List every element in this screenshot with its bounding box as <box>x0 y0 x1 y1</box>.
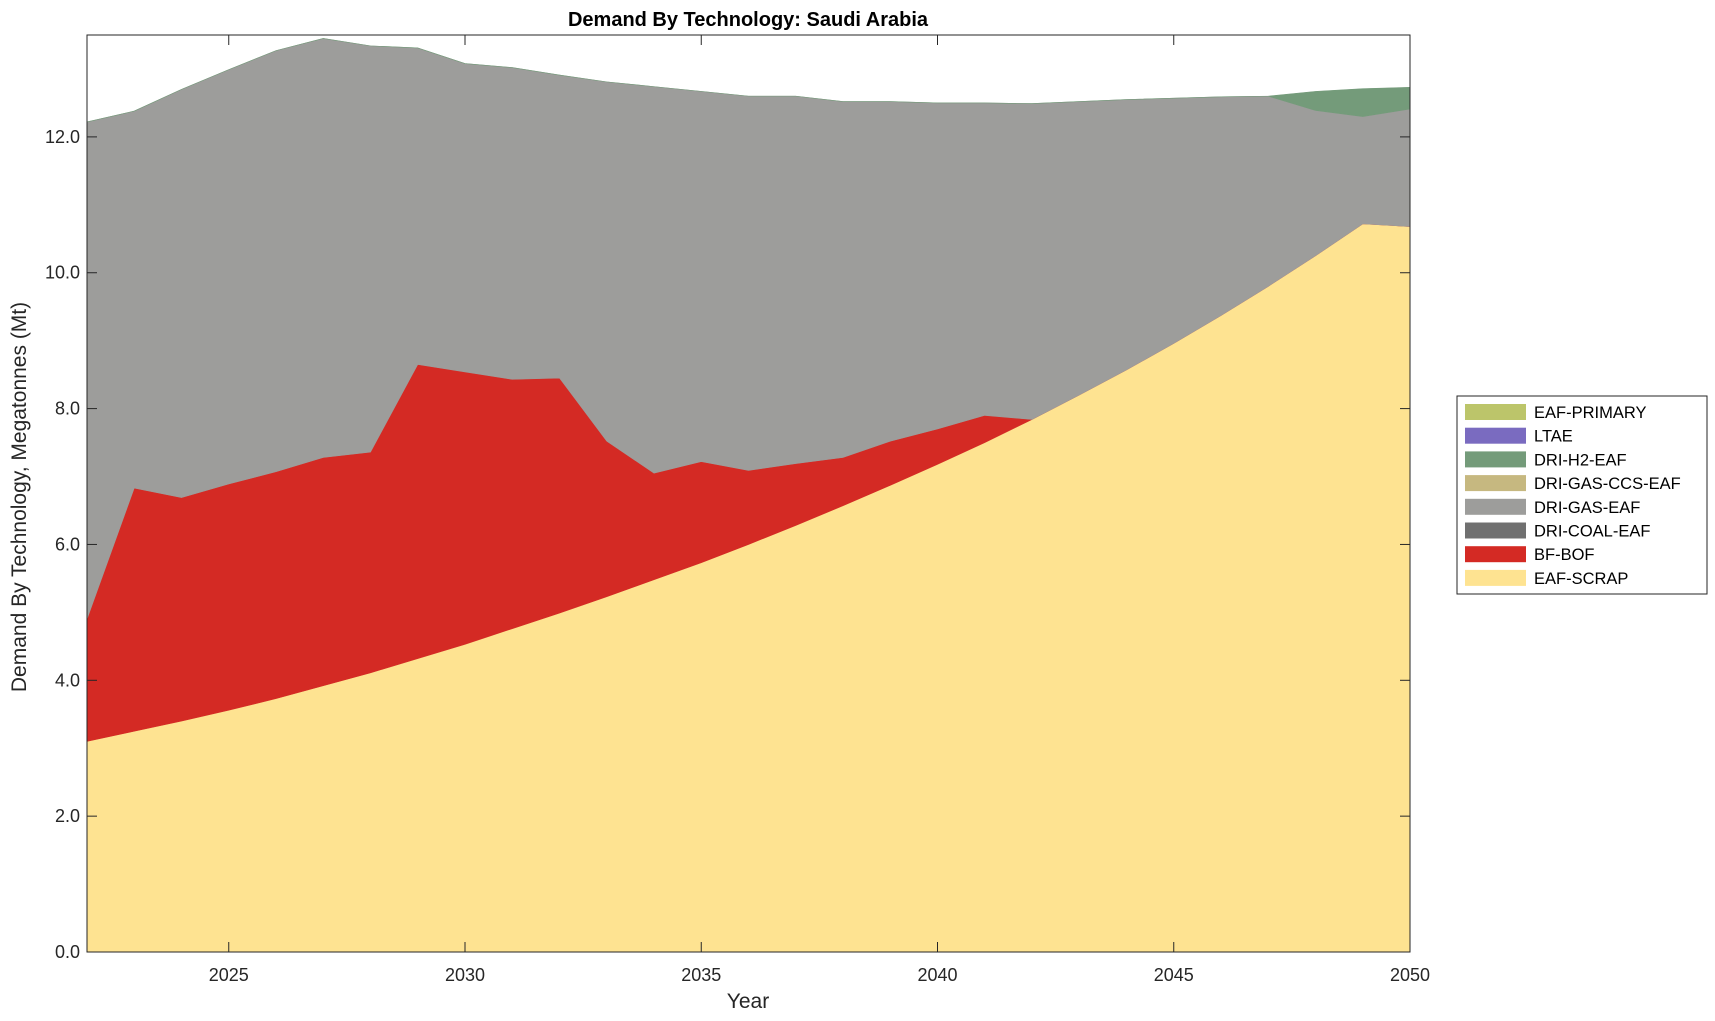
legend-label-ltae: LTAE <box>1534 428 1573 446</box>
y-tick-label: 4.0 <box>55 670 80 690</box>
y-tick-label: 8.0 <box>55 399 80 419</box>
x-tick-label: 2025 <box>209 965 249 985</box>
area-layers <box>86 38 1411 953</box>
legend-label-dri-gas-ccs-eaf: DRI-GAS-CCS-EAF <box>1534 475 1681 493</box>
y-tick-label: 0.0 <box>55 942 80 962</box>
legend-swatch-dri-gas-eaf <box>1465 498 1526 515</box>
legend-label-dri-h2-eaf: DRI-H2-EAF <box>1534 451 1627 469</box>
legend-label-eaf-scrap: EAF-SCRAP <box>1534 570 1628 588</box>
legend-swatch-dri-gas-ccs-eaf <box>1465 475 1526 492</box>
y-tick-label: 10.0 <box>45 263 80 283</box>
x-tick-label: 2045 <box>1154 965 1194 985</box>
legend-box <box>1456 395 1708 595</box>
legend-label-bf-bof: BF-BOF <box>1534 546 1595 564</box>
y-tick-label: 2.0 <box>55 806 80 826</box>
legend-label-dri-gas-eaf: DRI-GAS-EAF <box>1534 499 1640 517</box>
legend-swatch-eaf-scrap <box>1465 569 1526 586</box>
y-tick-label: 6.0 <box>55 534 80 554</box>
y-axis-ticks: 0.0 2.0 4.0 6.0 8.0 10.0 12.0 <box>45 127 1410 962</box>
legend-label-eaf-primary: EAF-PRIMARY <box>1534 404 1646 422</box>
legend-swatch-eaf-primary <box>1465 404 1526 420</box>
x-tick-label: 2030 <box>445 965 485 985</box>
legend-swatch-dri-coal-eaf <box>1465 522 1526 539</box>
x-axis-label: Year <box>727 990 769 1013</box>
y-axis-label: Demand By Technology, Megatonnes (Mt) <box>8 302 31 692</box>
legend-swatch-ltae <box>1465 427 1526 444</box>
y-tick-label: 12.0 <box>45 127 80 147</box>
chart-title: Demand By Technology: Saudi Arabia <box>568 9 929 31</box>
x-tick-label: 2050 <box>1390 965 1430 985</box>
legend: EAF-PRIMARY LTAE DRI-H2-EAF DRI-GAS-CCS-EAF… <box>1456 395 1708 595</box>
legend-swatch-dri-h2-eaf <box>1465 451 1526 468</box>
x-tick-label: 2040 <box>917 965 957 985</box>
x-axis-ticks: 2025 2030 2035 2040 2045 2050 <box>209 35 1430 985</box>
legend-swatch-bf-bof <box>1465 546 1526 563</box>
legend-label-dri-coal-eaf: DRI-COAL-EAF <box>1534 523 1650 541</box>
x-tick-label: 2035 <box>681 965 721 985</box>
plot-frame <box>86 34 1411 953</box>
